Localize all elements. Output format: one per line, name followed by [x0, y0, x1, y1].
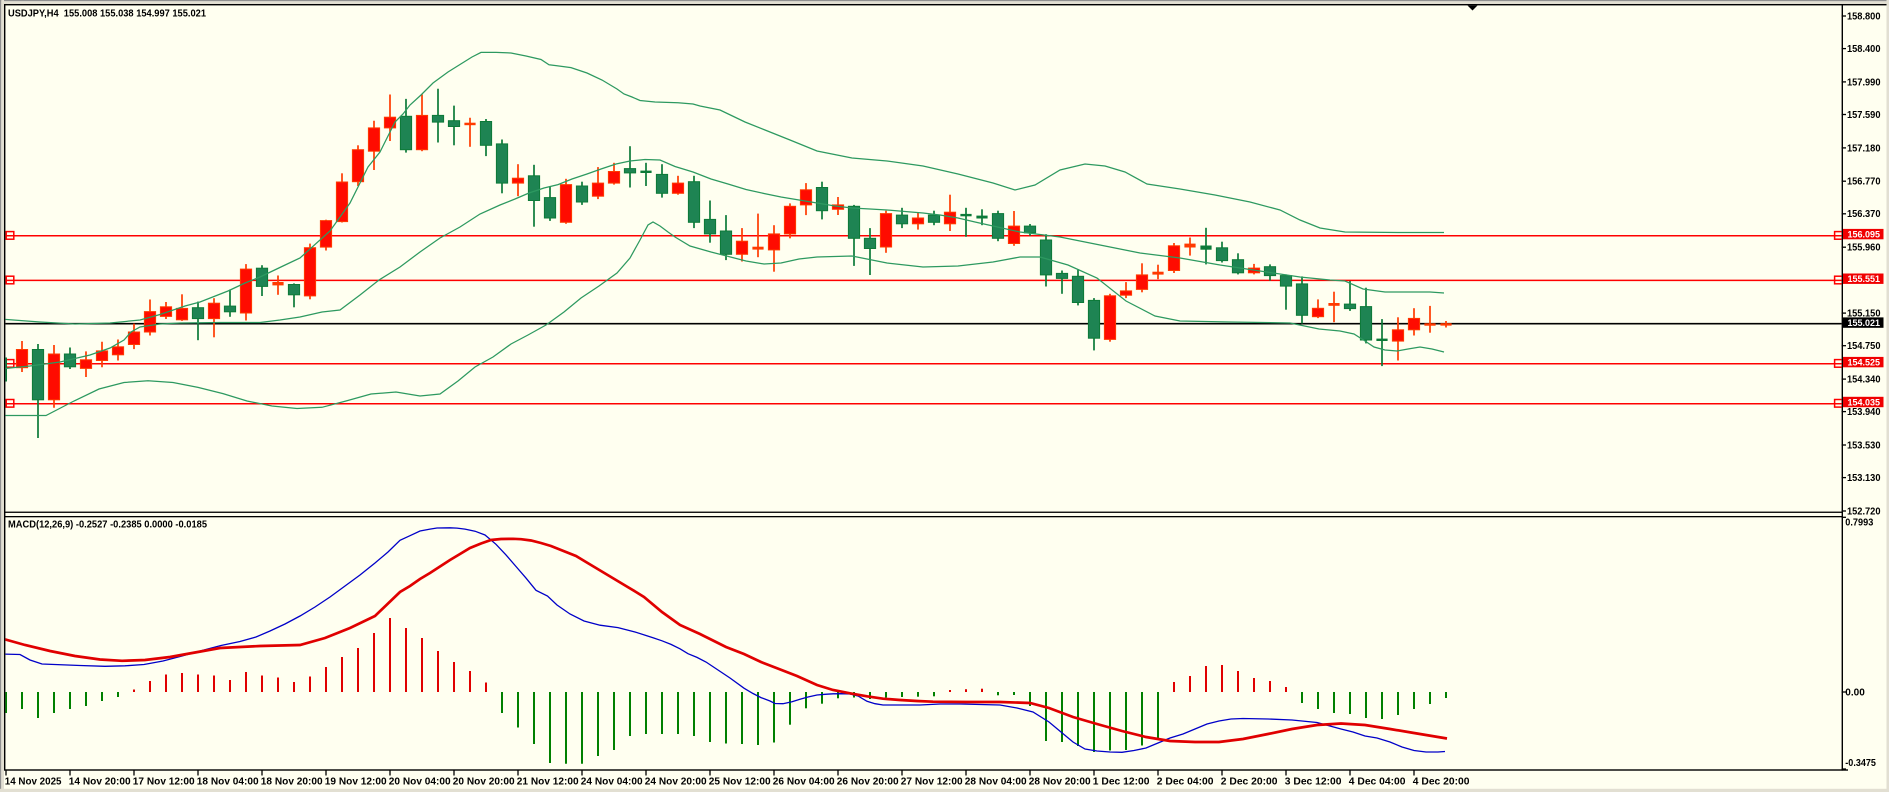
- svg-text:0.00: 0.00: [1845, 687, 1865, 698]
- svg-text:158.400: 158.400: [1847, 44, 1881, 55]
- svg-text:2 Dec 20:00: 2 Dec 20:00: [1221, 776, 1278, 788]
- svg-text:155.551: 155.551: [1848, 274, 1881, 285]
- svg-text:157.590: 157.590: [1847, 110, 1881, 121]
- svg-text:17 Nov 12:00: 17 Nov 12:00: [133, 776, 195, 788]
- svg-text:28 Nov 04:00: 28 Nov 04:00: [965, 776, 1027, 788]
- svg-text:1 Dec 12:00: 1 Dec 12:00: [1093, 776, 1150, 788]
- svg-text:154.340: 154.340: [1847, 375, 1881, 386]
- svg-text:152.720: 152.720: [1847, 506, 1881, 517]
- svg-text:156.095: 156.095: [1848, 230, 1881, 241]
- svg-text:19 Nov 12:00: 19 Nov 12:00: [325, 776, 387, 788]
- svg-text:155.021: 155.021: [1848, 318, 1881, 329]
- svg-text:4 Dec 04:00: 4 Dec 04:00: [1349, 776, 1406, 788]
- svg-text:26 Nov 20:00: 26 Nov 20:00: [837, 776, 899, 788]
- svg-text:20 Nov 04:00: 20 Nov 04:00: [389, 776, 451, 788]
- svg-text:21 Nov 12:00: 21 Nov 12:00: [517, 776, 579, 788]
- svg-text:157.180: 157.180: [1847, 143, 1881, 154]
- svg-text:3 Dec 12:00: 3 Dec 12:00: [1285, 776, 1342, 788]
- svg-text:153.130: 153.130: [1847, 473, 1881, 484]
- svg-text:USDJPY,H4 155.008 155.038 154: USDJPY,H4 155.008 155.038 154.997 155.02…: [8, 7, 206, 19]
- svg-text:157.990: 157.990: [1847, 77, 1881, 88]
- svg-text:0.7993: 0.7993: [1845, 518, 1873, 529]
- svg-text:154.750: 154.750: [1847, 341, 1881, 352]
- svg-text:25 Nov 12:00: 25 Nov 12:00: [709, 776, 771, 788]
- svg-text:24 Nov 04:00: 24 Nov 04:00: [581, 776, 643, 788]
- svg-text:153.940: 153.940: [1847, 407, 1881, 418]
- svg-text:27 Nov 12:00: 27 Nov 12:00: [901, 776, 963, 788]
- svg-text:4 Dec 20:00: 4 Dec 20:00: [1413, 776, 1470, 788]
- svg-text:26 Nov 04:00: 26 Nov 04:00: [773, 776, 835, 788]
- svg-text:20 Nov 20:00: 20 Nov 20:00: [453, 776, 515, 788]
- svg-text:156.370: 156.370: [1847, 209, 1881, 220]
- svg-text:MACD(12,26,9) -0.2527 -0.2385: MACD(12,26,9) -0.2527 -0.2385 0.0000 -0.…: [8, 519, 207, 531]
- svg-text:28 Nov 20:00: 28 Nov 20:00: [1029, 776, 1091, 788]
- svg-text:158.800: 158.800: [1847, 11, 1881, 22]
- svg-text:155.960: 155.960: [1847, 243, 1881, 254]
- svg-text:156.770: 156.770: [1847, 177, 1881, 188]
- svg-text:14 Nov 20:00: 14 Nov 20:00: [69, 776, 131, 788]
- svg-text:154.525: 154.525: [1848, 358, 1881, 369]
- svg-text:153.530: 153.530: [1847, 440, 1881, 451]
- svg-text:14 Nov 2025: 14 Nov 2025: [5, 776, 62, 788]
- svg-text:18 Nov 20:00: 18 Nov 20:00: [261, 776, 323, 788]
- svg-text:155.150: 155.150: [1847, 309, 1881, 320]
- svg-text:18 Nov 04:00: 18 Nov 04:00: [197, 776, 259, 788]
- svg-text:24 Nov 20:00: 24 Nov 20:00: [645, 776, 707, 788]
- svg-text:-0.3475: -0.3475: [1845, 758, 1876, 769]
- svg-text:154.035: 154.035: [1848, 397, 1881, 408]
- svg-text:2 Dec 04:00: 2 Dec 04:00: [1157, 776, 1214, 788]
